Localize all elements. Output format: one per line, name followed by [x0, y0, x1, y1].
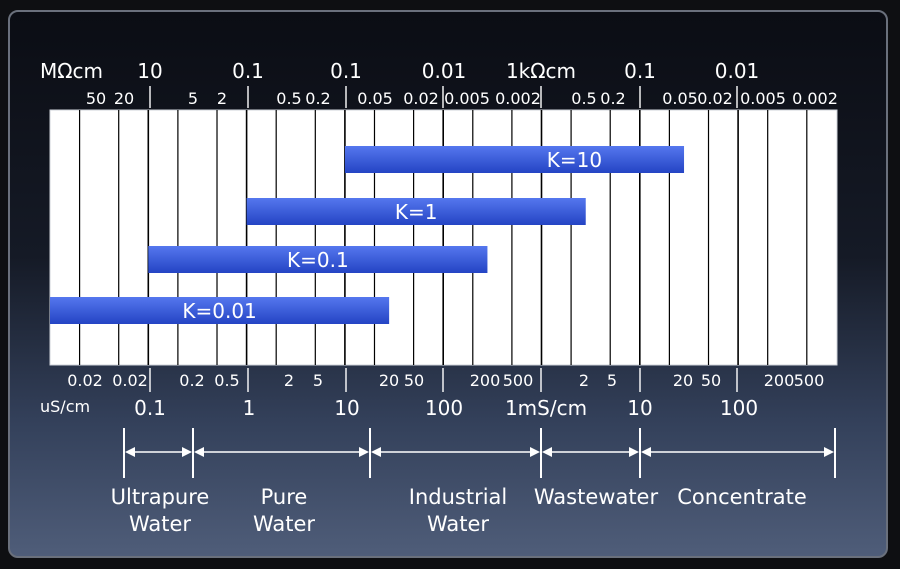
range-bar: [148, 246, 488, 273]
resistivity-minor-label: 0.02: [403, 89, 439, 108]
conductivity-major-label: 1mS/cm: [505, 396, 587, 420]
resistivity-minor-label: 0.5: [571, 89, 596, 108]
resistivity-minor-labels: 50 20 5 2 0.5 0.2 0.05 0.02 0.005 0.002 0.5 0.2 0.05…: [86, 89, 838, 108]
resistivity-minor-label: 0.002: [495, 89, 541, 108]
resistivity-major-label: 0.1: [232, 59, 264, 83]
resistivity-major-labels: 10 0.1 0.1 0.01 1kΩcm 0.1 0.01: [137, 59, 759, 83]
resistivity-minor-label: 0.2: [600, 89, 625, 108]
conductivity-minor-label: 50: [701, 371, 721, 390]
range-arrowhead: [125, 447, 135, 457]
range-arrowhead: [371, 447, 381, 457]
range-bar: [50, 297, 390, 324]
conductivity-minor-label: 2: [284, 371, 294, 390]
range-bar: [344, 146, 685, 173]
conductivity-minor-label: 0.02: [112, 371, 148, 390]
range-arrowhead: [542, 447, 552, 457]
conductivity-major-label: 10: [627, 396, 652, 420]
conductivity-major-label: 10: [334, 396, 359, 420]
range-bar-label: K=0.01: [182, 299, 256, 323]
conductivity-minor-label: 0.5: [214, 371, 239, 390]
conductivity-minor-label: 5: [607, 371, 617, 390]
category-label: Water: [427, 512, 489, 536]
resistivity-major-label: 10: [137, 59, 162, 83]
category-label: Industrial: [409, 485, 508, 509]
conductivity-major-label: 100: [425, 396, 463, 420]
range-bar-label: K=10: [547, 148, 602, 172]
range-arrowhead: [824, 447, 834, 457]
resistivity-minor-label: 0.2: [305, 89, 330, 108]
range-bar-label: K=0.1: [287, 248, 349, 272]
conductivity-minor-label: 500: [794, 371, 825, 390]
resistivity-minor-label: 0.002: [792, 89, 838, 108]
category-label: Ultrapure: [111, 485, 210, 509]
category-label: Water: [129, 512, 191, 536]
resistivity-minor-label: 0.02: [697, 89, 733, 108]
conductivity-major-label: 1: [243, 396, 256, 420]
conductivity-minor-label: 0.02: [67, 371, 103, 390]
resistivity-minor-label: 0.005: [444, 89, 490, 108]
category-label: Water: [253, 512, 315, 536]
conductivity-minor-label: 500: [503, 371, 534, 390]
resistivity-major-label: 0.01: [422, 59, 467, 83]
range-bars: K=10 K=1 K=0.1 K=0.01: [50, 146, 685, 324]
resistivity-minor-label: 2: [217, 89, 227, 108]
conductivity-major-label: 100: [720, 396, 758, 420]
range-bar: [246, 198, 586, 225]
conductivity-minor-label: 50: [404, 371, 424, 390]
resistivity-minor-label: 0.05: [357, 89, 393, 108]
resistivity-major-label: 0.1: [624, 59, 656, 83]
conductivity-unit-label: uS/cm: [40, 397, 90, 416]
range-arrowhead: [629, 447, 639, 457]
resistivity-minor-label: 0.5: [276, 89, 301, 108]
conductivity-minor-label: 200: [764, 371, 795, 390]
category-label: Wastewater: [534, 485, 659, 509]
conductivity-minor-label: 5: [313, 371, 323, 390]
range-arrowhead: [530, 447, 540, 457]
resistivity-minor-label: 20: [114, 89, 134, 108]
resistivity-major-label: 1kΩcm: [506, 59, 576, 83]
water-category-ranges: Ultrapure Water Pure Water Industrial Water Wa…: [111, 428, 836, 536]
resistivity-major-label: 0.1: [330, 59, 362, 83]
range-bar-label: K=1: [395, 200, 438, 224]
resistivity-unit-label: MΩcm: [40, 59, 103, 83]
resistivity-minor-label: 50: [86, 89, 106, 108]
conductivity-separators: [149, 368, 738, 392]
conductivity-minor-label: 200: [470, 371, 501, 390]
conductivity-major-label: 0.1: [134, 396, 166, 420]
resistivity-minor-label: 0.05: [662, 89, 698, 108]
category-label: Pure: [261, 485, 308, 509]
range-arrowhead: [194, 447, 204, 457]
conductivity-minor-label: 0.2: [179, 371, 204, 390]
conductivity-minor-label: 20: [379, 371, 399, 390]
conductivity-minor-label: 20: [673, 371, 693, 390]
range-arrowhead: [641, 447, 651, 457]
resistivity-separators: [149, 86, 738, 108]
resistivity-major-label: 0.01: [715, 59, 760, 83]
category-label: Concentrate: [677, 485, 807, 509]
conductivity-major-labels: 0.1 1 10 100 1mS/cm 10 100: [134, 396, 758, 420]
resistivity-minor-label: 0.005: [740, 89, 786, 108]
conductivity-minor-labels: 0.02 0.02 0.2 0.5 2 5 20 50 200 500 2 5 20 50 200 500: [67, 371, 824, 390]
conductivity-minor-label: 2: [579, 371, 589, 390]
range-arrowhead: [182, 447, 192, 457]
resistivity-minor-label: 5: [188, 89, 198, 108]
range-arrowhead: [359, 447, 369, 457]
